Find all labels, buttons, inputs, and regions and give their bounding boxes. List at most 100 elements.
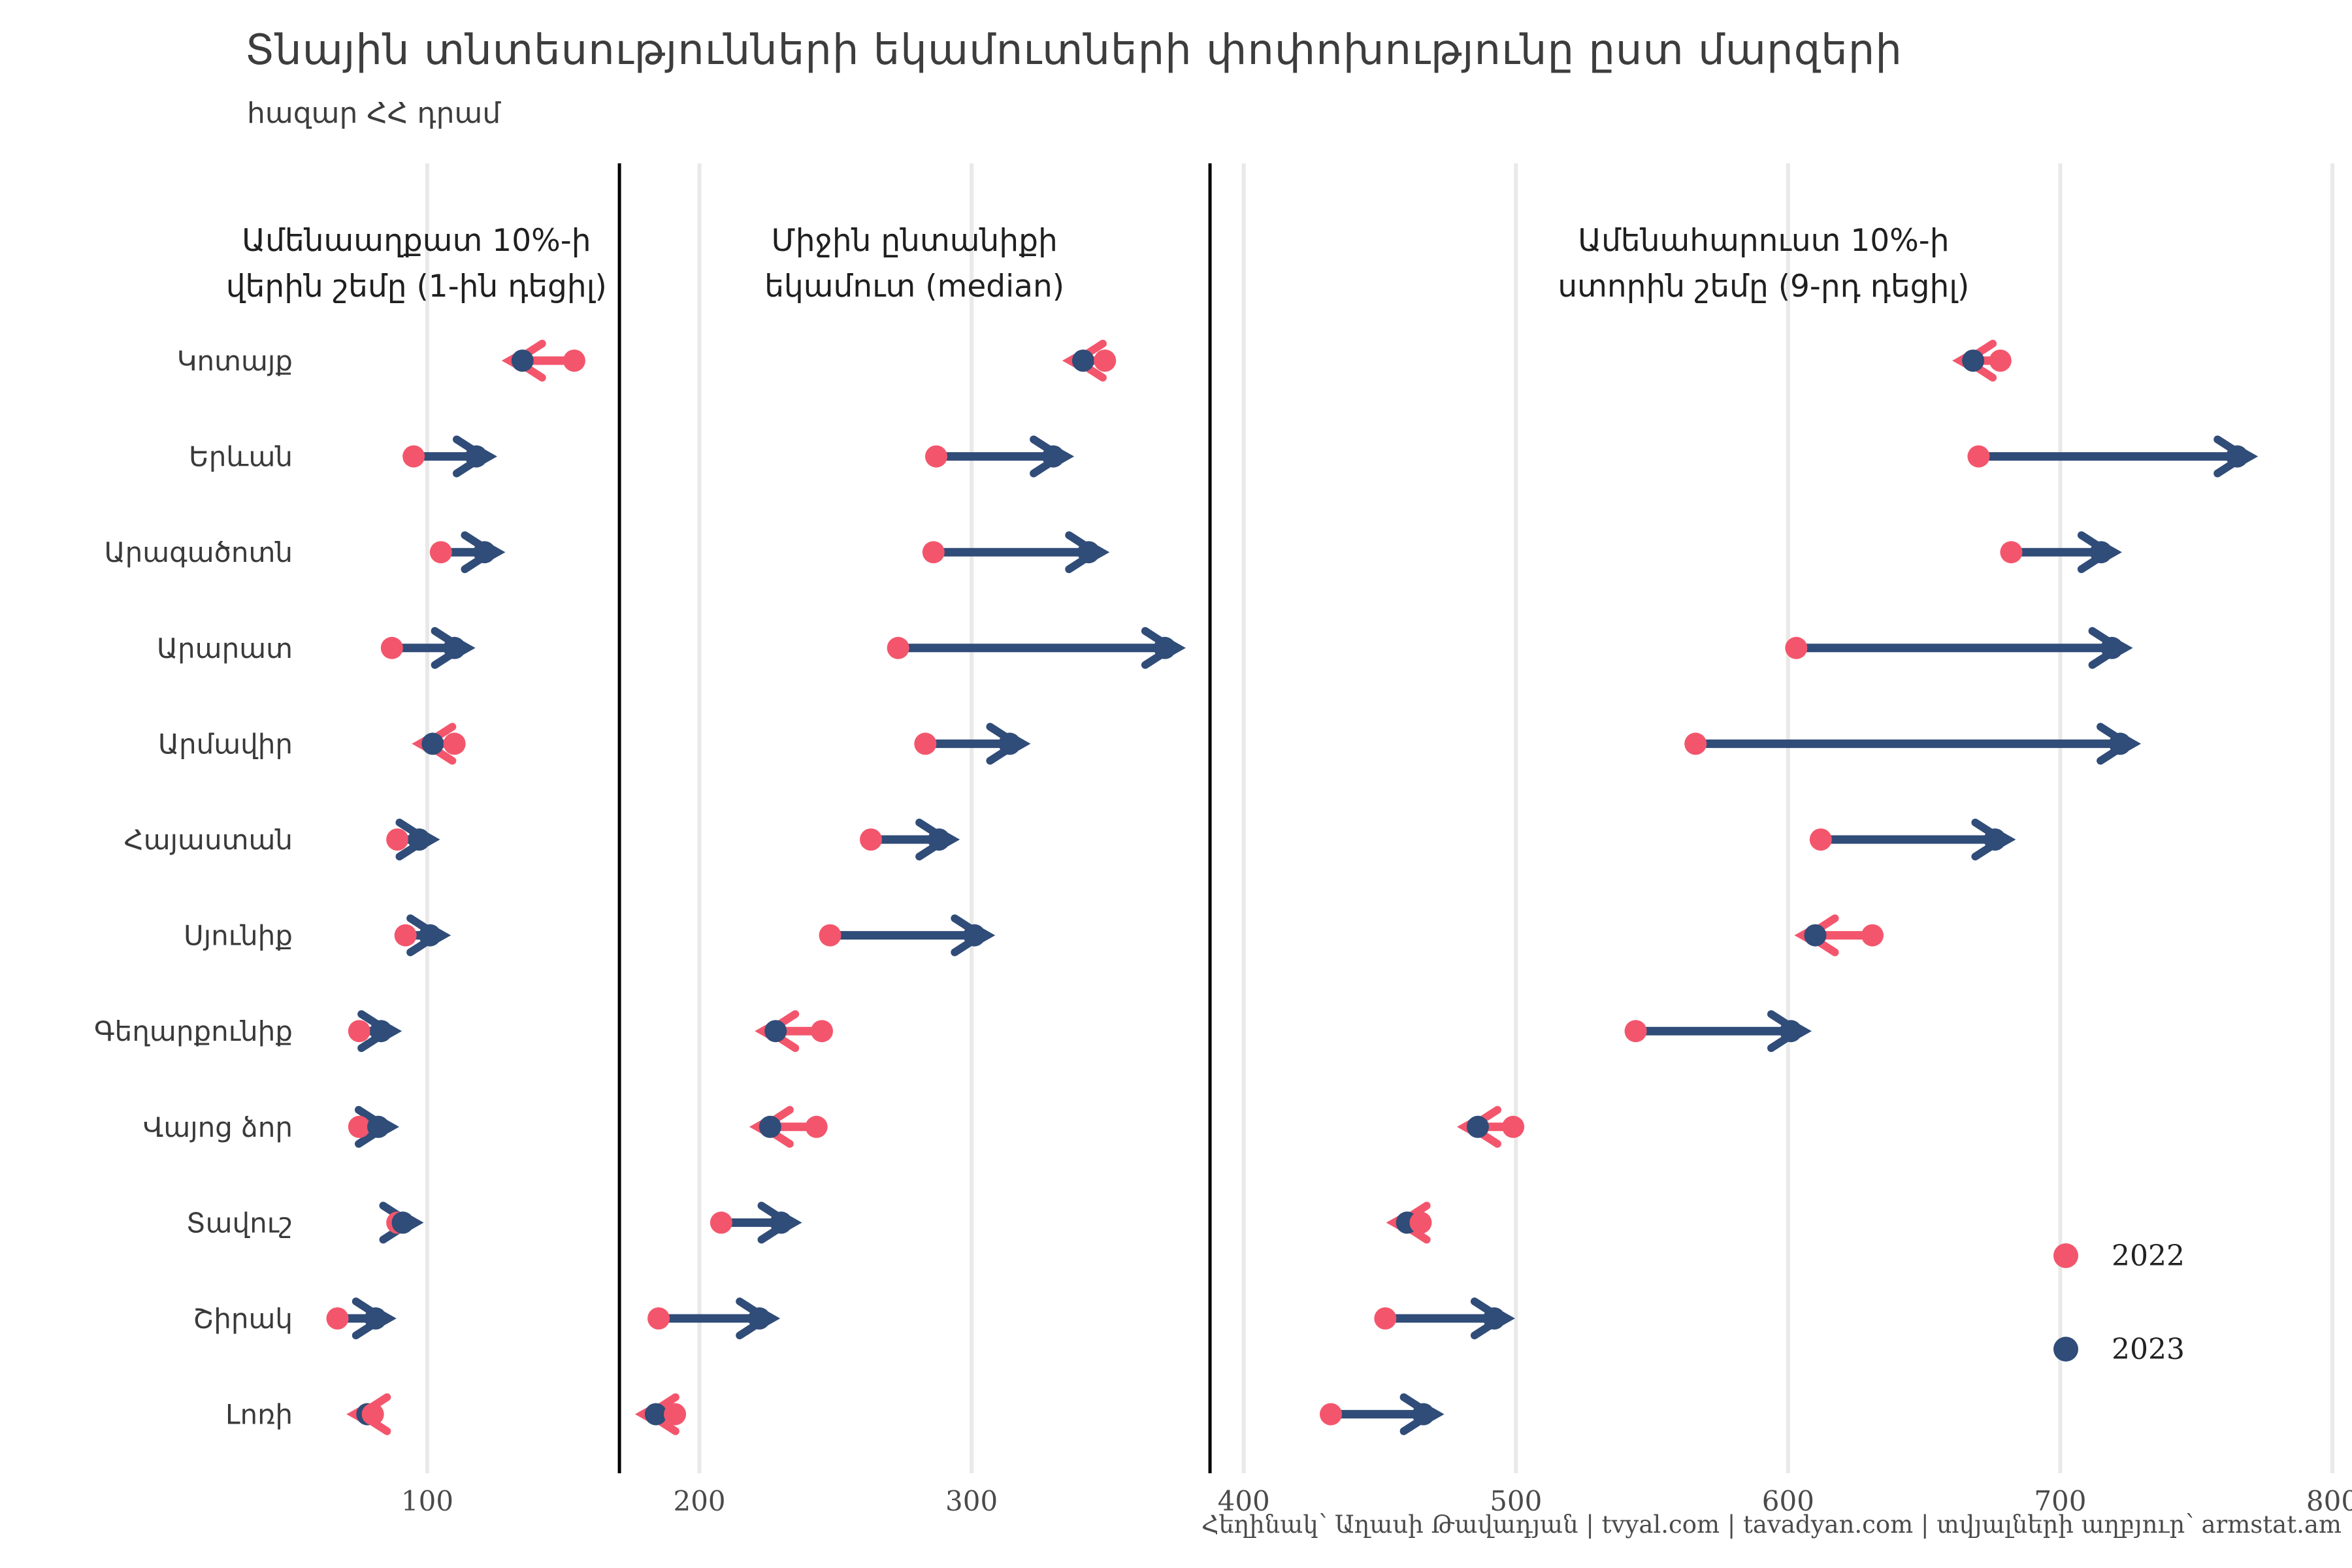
region-label: Շիրակ	[193, 1303, 293, 1335]
region-label: Սյունիք	[184, 920, 293, 952]
arrow-median-row9-dot-2023	[770, 1211, 792, 1234]
arrow-median-row0-dot-2022	[1094, 350, 1117, 372]
arrow-decile9-row7-dot-2023	[1780, 1020, 1803, 1043]
panel-title-decile9: ստորին շեմը (9-րդ դեցիլ)	[1558, 269, 1969, 304]
region-label: Կոտայք	[177, 345, 293, 377]
arrow-decile9-row4-dot-2022	[1684, 732, 1707, 755]
arrow-decile1-row3-dot-2023	[443, 636, 466, 659]
arrow-decile1-row10-dot-2023	[364, 1307, 387, 1330]
x-tick-label: 700	[2034, 1485, 2086, 1517]
legend-label-2023: 2023	[2112, 1333, 2185, 1366]
arrow-decile1-row5-dot-2023	[408, 828, 431, 851]
arrow-median-row11-dot-2022	[664, 1403, 687, 1426]
x-tick-label: 600	[1762, 1485, 1814, 1517]
panel-title-median: Միջին ընտանիքի	[772, 223, 1058, 259]
arrow-decile1-row1-dot-2022	[402, 445, 425, 468]
region-label: Հայաստան	[124, 824, 293, 856]
region-label: Տավուշ	[186, 1207, 293, 1239]
arrow-decile1-row8-dot-2022	[348, 1115, 370, 1138]
arrow-decile9-row3-dot-2023	[2100, 636, 2123, 659]
legend-label-2022: 2022	[2112, 1239, 2185, 1273]
chart-footer: Հեղինակ՝ Աղասի Թավադյան | tvyal.com | ta…	[1201, 1511, 2342, 1539]
x-tick-label: 200	[673, 1485, 725, 1517]
arrow-median-row11-dot-2023	[644, 1403, 667, 1426]
arrow-decile9-row5-dot-2022	[1809, 828, 1832, 851]
arrow-decile1-row7-dot-2023	[370, 1020, 393, 1043]
arrow-decile9-row2-dot-2023	[2089, 541, 2112, 564]
x-tick-label: 100	[401, 1485, 453, 1517]
arrow-median-row2-dot-2023	[1077, 541, 1100, 564]
arrow-decile9-row5-dot-2023	[1984, 828, 2006, 851]
arrow-decile1-row5-dot-2022	[386, 828, 409, 851]
arrow-median-row7-dot-2023	[764, 1020, 787, 1043]
arrow-decile9-row1-dot-2023	[2226, 445, 2249, 468]
arrow-decile9-row7-dot-2022	[1624, 1020, 1647, 1043]
arrow-decile9-row2-dot-2022	[2000, 541, 2023, 564]
arrow-decile1-row0-dot-2023	[511, 350, 534, 372]
panel-title-decile1: վերին շեմը (1-ին դեցիլ)	[226, 269, 607, 304]
arrow-median-row4-dot-2022	[914, 732, 937, 755]
arrow-decile1-row4-dot-2022	[443, 732, 466, 755]
arrow-decile1-row6-dot-2022	[394, 924, 417, 947]
arrow-decile9-row6-dot-2023	[1804, 924, 1827, 947]
arrow-median-row6-dot-2022	[819, 924, 841, 947]
region-label: Արարատ	[157, 632, 293, 664]
chart-subtitle: հազար ՀՀ դրամ	[247, 97, 501, 130]
arrow-median-row10-dot-2023	[748, 1307, 771, 1330]
panel-title-median: եկամուտ (median)	[764, 269, 1064, 304]
arrow-decile9-row9-dot-2022	[1409, 1211, 1432, 1234]
arrow-median-row8-dot-2023	[759, 1115, 781, 1138]
chart-title: Տնային տնտեսությունների եկամուտների փոփո…	[245, 26, 1903, 74]
arrow-median-row5-dot-2023	[928, 828, 951, 851]
panel-title-decile1: Ամենաաղքատ 10%-ի	[242, 223, 591, 259]
arrow-decile9-row8-dot-2023	[1466, 1115, 1489, 1138]
arrow-decile9-row4-dot-2023	[2109, 732, 2132, 755]
arrow-decile1-row11-dot-2022	[361, 1403, 384, 1426]
x-tick-label: 800	[2306, 1485, 2352, 1517]
panel-title-decile9: Ամենահարուստ 10%-ի	[1578, 223, 1949, 259]
arrow-decile1-row10-dot-2022	[326, 1307, 349, 1330]
arrow-decile1-row0-dot-2022	[563, 350, 585, 372]
x-tick-label: 300	[945, 1485, 998, 1517]
region-label: Վայոց ձոր	[143, 1111, 293, 1143]
arrow-decile1-row8-dot-2023	[367, 1115, 390, 1138]
arrow-decile1-row2-dot-2023	[473, 541, 496, 564]
arrow-decile1-row4-dot-2023	[421, 732, 444, 755]
arrow-decile9-row3-dot-2022	[1785, 636, 1808, 659]
arrow-decile9-row8-dot-2022	[1502, 1115, 1525, 1138]
x-tick-label: 500	[1490, 1485, 1542, 1517]
arrow-median-row7-dot-2022	[811, 1020, 834, 1043]
arrow-decile1-row6-dot-2023	[419, 924, 442, 947]
arrow-median-row4-dot-2023	[998, 732, 1021, 755]
arrow-decile9-row11-dot-2023	[1412, 1403, 1435, 1426]
arrow-decile1-row2-dot-2022	[429, 541, 452, 564]
arrow-median-row1-dot-2023	[1042, 445, 1065, 468]
arrow-median-row8-dot-2022	[805, 1115, 828, 1138]
legend-dot-2023	[2053, 1337, 2078, 1362]
arrow-median-row9-dot-2022	[710, 1211, 732, 1234]
region-label: Արագածոտն	[104, 536, 293, 568]
region-label: Լոռի	[225, 1399, 293, 1431]
arrow-median-row3-dot-2022	[887, 636, 909, 659]
arrow-decile1-row7-dot-2022	[348, 1020, 370, 1043]
region-label: Երևան	[189, 441, 293, 473]
arrow-median-row6-dot-2023	[963, 924, 986, 947]
arrow-decile1-row1-dot-2023	[465, 445, 487, 468]
legend-dot-2022	[2053, 1243, 2078, 1268]
arrow-decile9-row6-dot-2022	[1861, 924, 1884, 947]
arrow-median-row10-dot-2022	[647, 1307, 670, 1330]
x-tick-label: 400	[1218, 1485, 1270, 1517]
arrow-median-row5-dot-2022	[860, 828, 883, 851]
arrow-median-row2-dot-2022	[922, 541, 945, 564]
arrow-decile9-row11-dot-2022	[1320, 1403, 1343, 1426]
arrow-decile9-row10-dot-2022	[1374, 1307, 1397, 1330]
arrow-decile9-row1-dot-2022	[1967, 445, 1990, 468]
arrow-median-row0-dot-2023	[1071, 350, 1094, 372]
arrow-decile1-row9-dot-2023	[391, 1211, 414, 1234]
arrow-decile9-row0-dot-2023	[1962, 350, 1985, 372]
arrow-median-row1-dot-2022	[924, 445, 947, 468]
arrow-decile9-row0-dot-2022	[1989, 350, 2012, 372]
arrow-decile9-row10-dot-2023	[1482, 1307, 1505, 1330]
